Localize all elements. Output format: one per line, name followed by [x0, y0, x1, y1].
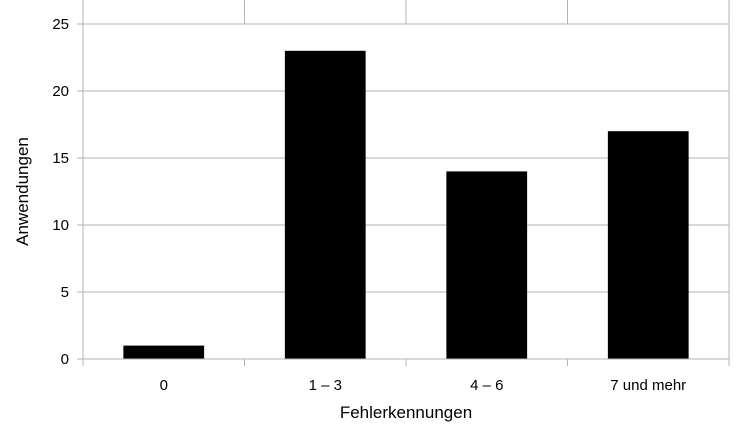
bars — [123, 50, 689, 360]
bar-1 — [284, 50, 366, 360]
x-tick-label-1: 1 – 3 — [309, 377, 342, 394]
x-tick-label-3: 7 und mehr — [610, 377, 686, 394]
y-tick-label-0: 0 — [61, 351, 69, 368]
y-axis-title: Anwendungen — [13, 137, 32, 246]
y-tick-labels: 0 5 10 15 20 25 — [52, 16, 69, 368]
axes — [77, 0, 730, 366]
x-axis-title: Fehlerkennungen — [340, 403, 472, 422]
x-tick-labels: 0 1 – 3 4 – 6 7 und mehr — [160, 377, 687, 394]
bar-0 — [123, 345, 205, 359]
x-tick-label-2: 4 – 6 — [470, 377, 503, 394]
y-tick-label-10: 10 — [52, 217, 69, 234]
y-tick-label-15: 15 — [52, 150, 69, 167]
bar-2 — [446, 171, 528, 359]
x-tick-label-0: 0 — [160, 377, 168, 394]
bar-3 — [607, 131, 689, 359]
y-tick-label-5: 5 — [61, 284, 69, 301]
y-tick-label-25: 25 — [52, 16, 69, 33]
y-tick-label-20: 20 — [52, 83, 69, 100]
